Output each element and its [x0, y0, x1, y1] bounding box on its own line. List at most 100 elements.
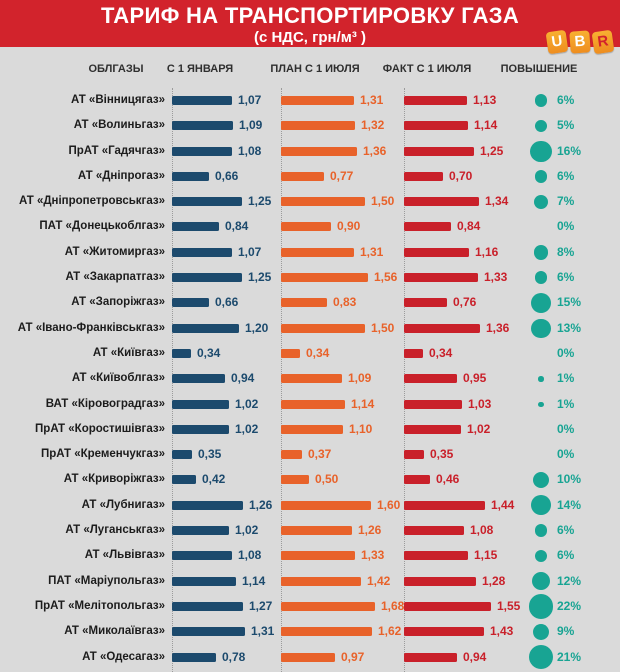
bar-value-plan: 1,26 [358, 523, 382, 538]
increase-percent: 7% [557, 194, 575, 209]
row-label: АТ «Запоріжгаз» [71, 296, 165, 309]
bar-plan [281, 197, 365, 207]
bar-value-jan: 1,07 [238, 93, 262, 107]
bar-value-fact: 0,94 [463, 649, 487, 664]
bar-jan [172, 197, 242, 207]
bar-jan [172, 348, 191, 358]
table-row: ПАТ «Донецькоблгаз» 0,84 0,90 0,84 0% [0, 214, 620, 239]
bar-fact [404, 500, 485, 510]
table-row: ПрАТ «Кременчукгаз» 0,35 0,37 0,35 0% [0, 442, 620, 467]
increase-percent: 1% [557, 396, 575, 411]
bar-plan [281, 526, 352, 536]
bar-value-fact: 1,16 [475, 244, 499, 259]
bar-plan [281, 551, 355, 561]
bar-value-jan: 1,07 [238, 244, 262, 259]
bar-value-jan: 1,08 [238, 548, 262, 563]
increase-percent: 6% [557, 548, 575, 563]
bar-fact [404, 576, 476, 586]
bar-value-plan: 1,10 [349, 421, 373, 436]
increase-circle [533, 194, 548, 209]
row-label: ПрАТ «Коростишівгаз» [35, 422, 165, 435]
bar-fact [404, 551, 468, 561]
table-row: АТ «Закарпатгаз» 1,25 1,56 1,33 6% [0, 265, 620, 290]
bar-fact [404, 222, 451, 232]
bar-value-plan: 1,50 [371, 320, 395, 335]
bar-fact [404, 247, 469, 257]
bar-jan [172, 526, 229, 536]
row-label: АТ «Київоблгаз» [71, 372, 165, 385]
row-label: АТ «Дніпропетровськгаз» [19, 195, 165, 208]
bar-value-fact: 0,84 [457, 219, 481, 234]
bar-value-fact: 1,28 [482, 573, 506, 588]
increase-percent: 16% [557, 143, 582, 158]
increase-percent: 15% [557, 295, 582, 310]
bar-fact [404, 273, 478, 283]
bar-fact [404, 171, 443, 181]
increase-circle [530, 292, 552, 314]
bar-value-jan: 1,14 [242, 573, 266, 588]
increase-percent: 0% [557, 219, 575, 234]
row-label: АТ «Лубнигаз» [81, 498, 165, 511]
bar-jan [172, 652, 216, 662]
bar-jan [172, 424, 229, 434]
bar-jan [172, 171, 209, 181]
bar-value-fact: 0,35 [430, 447, 454, 462]
bar-fact [404, 399, 462, 409]
bar-jan [172, 247, 232, 257]
bar-fact [404, 374, 457, 384]
increase-percent: 6% [557, 523, 575, 538]
bar-plan [281, 500, 371, 510]
table-row: АТ «Київгаз» 0,34 0,34 0,34 0% [0, 341, 620, 366]
increase-circle [534, 549, 548, 563]
bar-value-fact: 1,43 [490, 624, 514, 639]
bar-value-plan: 1,50 [371, 194, 395, 209]
bar-jan [172, 627, 245, 637]
bar-fact [404, 652, 457, 662]
table-row: АТ «Лубнигаз» 1,26 1,60 1,44 14% [0, 493, 620, 518]
increase-circle [531, 318, 551, 338]
bar-value-jan: 1,20 [245, 320, 269, 335]
bar-value-plan: 1,42 [367, 573, 391, 588]
bar-value-jan: 0,42 [202, 472, 226, 487]
bar-value-fact: 1,44 [491, 497, 515, 512]
table-row: АТ «Івано-Франківськгаз» 1,20 1,50 1,36 13% [0, 316, 620, 341]
bar-value-plan: 0,50 [315, 472, 339, 487]
increase-percent: 5% [557, 118, 575, 133]
bar-plan [281, 374, 342, 384]
bar-value-plan: 1,32 [361, 118, 385, 133]
increase-percent: 0% [557, 447, 575, 462]
row-label: АТ «Івано-Франківськгаз» [17, 321, 165, 334]
column-header-plan-july: ПЛАН С 1 ИЮЛЯ [270, 63, 360, 75]
bar-value-jan: 1,02 [235, 396, 259, 411]
bar-value-jan: 0,84 [225, 219, 249, 234]
table-row: ПрАТ «Коростишівгаз» 1,02 1,10 1,02 0% [0, 417, 620, 442]
bar-value-fact: 0,76 [453, 295, 477, 310]
bar-plan [281, 348, 300, 358]
bar-value-fact: 0,46 [436, 472, 460, 487]
row-label: АТ «Львівгаз» [84, 549, 165, 562]
bar-fact [404, 526, 464, 536]
row-label: АТ «Миколаївгаз» [64, 625, 165, 638]
increase-circle [535, 120, 547, 132]
bar-value-fact: 1,02 [467, 421, 491, 436]
table-row: АТ «Запоріжгаз» 0,66 0,83 0,76 15% [0, 290, 620, 315]
bar-fact [404, 601, 491, 611]
bar-value-jan: 0,66 [215, 168, 239, 183]
bar-value-fact: 1,13 [473, 93, 497, 107]
bar-plan [281, 399, 345, 409]
increase-percent: 6% [557, 93, 575, 107]
bar-value-plan: 0,97 [341, 649, 365, 664]
column-header-oblgazy: ОБЛГАЗЫ [88, 63, 144, 75]
bar-fact [404, 197, 479, 207]
column-header-increase: ПОВЫШЕНИЕ [500, 63, 578, 75]
bar-value-fact: 0,70 [449, 168, 473, 183]
table-row: АТ «Миколаївгаз» 1,31 1,62 1,43 9% [0, 619, 620, 644]
increase-percent: 12% [557, 573, 582, 588]
row-label: ВАТ «Кіровоградгаз» [45, 397, 165, 410]
bar-plan [281, 121, 355, 131]
increase-percent: 1% [557, 371, 575, 386]
row-label: ПАТ «Донецькоблгаз» [39, 220, 165, 233]
table-row: ВАТ «Кіровоградгаз» 1,02 1,14 1,03 1% [0, 392, 620, 417]
bar-fact [404, 424, 461, 434]
row-label: АТ «Дніпрогаз» [77, 169, 165, 182]
